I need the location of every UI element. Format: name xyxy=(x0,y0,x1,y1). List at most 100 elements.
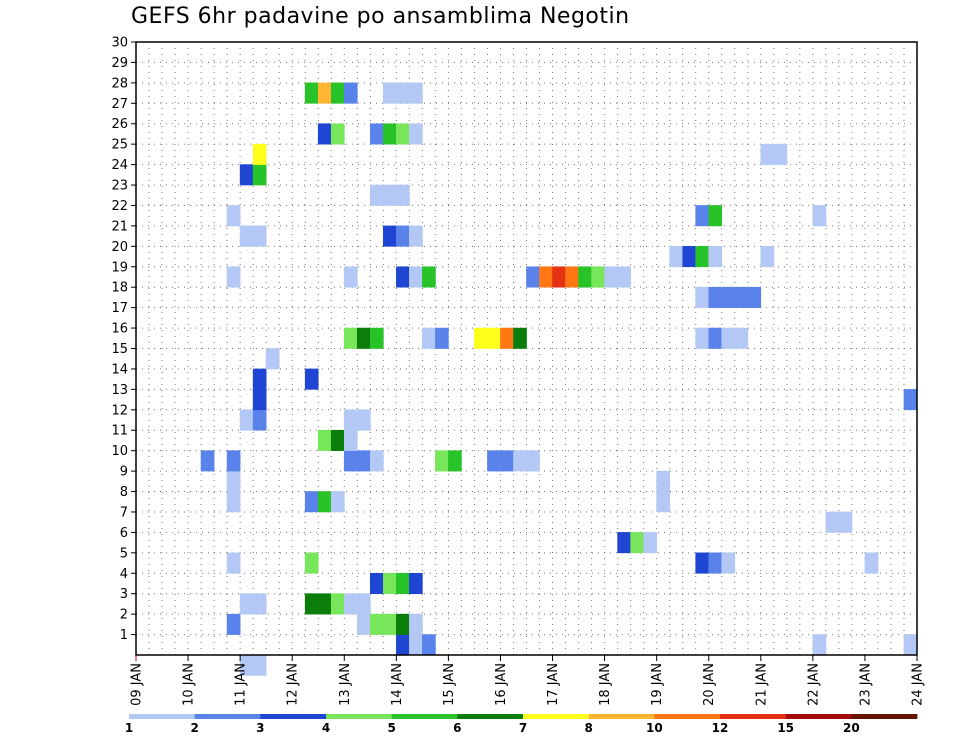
data-cell xyxy=(396,634,410,656)
colorbar-segment xyxy=(260,714,327,719)
data-cell xyxy=(226,450,241,472)
data-cell xyxy=(356,613,371,635)
data-cell xyxy=(591,266,605,288)
data-cell xyxy=(409,613,423,635)
data-cell xyxy=(656,491,670,513)
y-tick-label: 8 xyxy=(120,485,128,500)
data-cell xyxy=(330,123,345,145)
x-tick-label: 19 JAN xyxy=(650,663,665,706)
y-tick-label: 15 xyxy=(111,342,128,357)
data-cell xyxy=(396,266,410,288)
data-cell xyxy=(487,327,501,349)
y-tick-label: 22 xyxy=(111,199,128,214)
data-cell xyxy=(304,593,319,615)
data-cell xyxy=(317,593,332,615)
y-tick-label: 20 xyxy=(111,240,128,255)
data-cell xyxy=(708,286,723,308)
y-tick-label: 11 xyxy=(111,424,128,439)
data-cell xyxy=(409,82,423,104)
data-cell xyxy=(343,429,358,451)
colorbar-segment xyxy=(194,714,261,719)
data-cell xyxy=(370,613,384,635)
data-cell xyxy=(513,450,527,472)
data-cell xyxy=(252,389,267,411)
data-cell xyxy=(708,327,723,349)
data-cell xyxy=(695,286,710,308)
colorbar-label: 4 xyxy=(322,721,330,735)
data-cell xyxy=(643,532,657,554)
y-tick-label: 29 xyxy=(111,56,128,71)
data-cell xyxy=(343,593,358,615)
x-tick-label: 16 JAN xyxy=(494,663,509,706)
y-tick-label: 13 xyxy=(111,383,128,398)
data-cell xyxy=(773,143,788,165)
data-cell xyxy=(304,82,319,104)
data-cell xyxy=(304,368,319,390)
colorbar-label: 7 xyxy=(519,721,527,735)
data-cell xyxy=(343,450,358,472)
data-cell xyxy=(383,82,397,104)
colorbar-segment xyxy=(851,714,918,719)
data-cell xyxy=(422,634,436,656)
data-cell xyxy=(435,450,449,472)
y-tick-label: 27 xyxy=(111,97,128,112)
data-cell xyxy=(487,450,501,472)
y-tick-label: 7 xyxy=(120,505,128,520)
data-cell xyxy=(708,246,723,268)
colorbar-segment xyxy=(326,714,393,719)
data-cell xyxy=(343,327,358,349)
y-tick-label: 26 xyxy=(111,117,128,132)
y-tick-label: 17 xyxy=(111,301,128,316)
data-cell xyxy=(252,593,267,615)
data-cell xyxy=(747,286,762,308)
data-cell xyxy=(695,327,710,349)
data-cell xyxy=(721,327,736,349)
colorbar-segment xyxy=(785,714,852,719)
data-cell xyxy=(708,205,723,227)
y-tick-label: 24 xyxy=(111,158,128,173)
data-cell xyxy=(448,450,462,472)
data-cell xyxy=(304,491,319,513)
data-cell xyxy=(435,327,449,349)
data-cell xyxy=(383,123,397,145)
data-cell xyxy=(396,82,410,104)
x-tick-label: 18 JAN xyxy=(598,663,613,706)
data-cell xyxy=(330,82,345,104)
data-cell xyxy=(226,552,241,574)
data-cell xyxy=(317,429,332,451)
y-tick-label: 30 xyxy=(111,36,128,51)
data-cell xyxy=(552,266,566,288)
data-cell xyxy=(630,532,644,554)
x-axis: 09 JAN 10 JAN 11 JAN 12 JAN 13 JAN 14 JAN 15 J… xyxy=(130,655,926,706)
y-tick-label: 18 xyxy=(111,281,128,296)
data-cell xyxy=(239,409,254,431)
colorbar-segment xyxy=(588,714,655,719)
data-cell xyxy=(343,409,358,431)
x-tick-label: 20 JAN xyxy=(702,663,717,706)
data-cell xyxy=(396,613,410,635)
x-tick-label: 17 JAN xyxy=(546,663,561,706)
data-cell xyxy=(409,266,423,288)
data-cell xyxy=(356,409,371,431)
data-cell xyxy=(343,266,358,288)
x-tick-label: 23 JAN xyxy=(858,663,873,706)
data-cell xyxy=(317,82,332,104)
y-tick-label: 19 xyxy=(111,260,128,275)
data-cell xyxy=(708,552,723,574)
colorbar-segment xyxy=(654,714,721,719)
colorbar-segment xyxy=(391,714,458,719)
data-cell xyxy=(396,123,410,145)
data-cell xyxy=(617,532,631,554)
colorbar-label: 15 xyxy=(777,721,794,735)
data-cell xyxy=(422,266,436,288)
data-cell xyxy=(409,225,423,247)
x-tick-label: 13 JAN xyxy=(338,663,353,706)
data-cell xyxy=(669,246,683,268)
data-cell xyxy=(903,389,918,411)
colorbar-label: 2 xyxy=(190,721,198,735)
data-cell xyxy=(330,593,345,615)
colorbar-label: 8 xyxy=(584,721,592,735)
colorbar-label: 1 xyxy=(125,721,133,735)
data-cell xyxy=(539,266,553,288)
data-cell xyxy=(396,225,410,247)
